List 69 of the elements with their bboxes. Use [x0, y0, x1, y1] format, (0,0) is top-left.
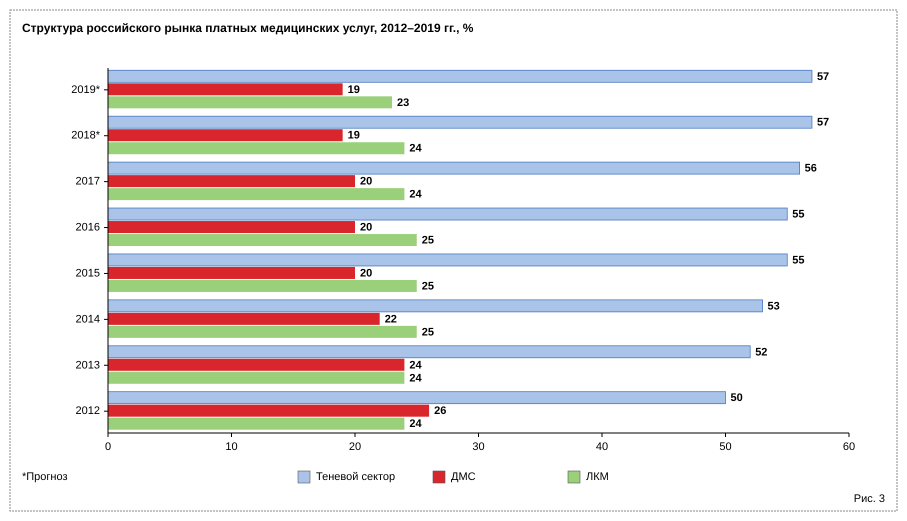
y-tick-label: 2018* [71, 130, 101, 142]
data-label: 26 [434, 405, 446, 418]
bar [108, 312, 380, 325]
legend-label: ДМС [451, 471, 476, 483]
bar [108, 70, 812, 83]
data-label: 52 [755, 346, 768, 358]
bar [108, 266, 355, 279]
bar [108, 208, 788, 220]
data-label: 55 [792, 254, 804, 266]
text: *Прогноз [22, 471, 68, 483]
y-tick-label: 2012 [76, 405, 100, 418]
x-tick-label: 50 [719, 441, 732, 453]
x-tick-label: 40 [596, 441, 608, 453]
bar [108, 142, 404, 154]
data-label: 57 [816, 70, 830, 83]
bar [108, 116, 812, 129]
chart-title: Структура российского рынка платных медицинских услуг, 2012–2019 гг., % [22, 21, 474, 35]
data-label: 56 [804, 162, 817, 175]
bar [108, 234, 417, 246]
y-tick-label: 2014 [76, 313, 100, 326]
text: Рис. 3 [854, 493, 885, 505]
data-label: 20 [360, 267, 372, 280]
legend-label: Теневой сектор [316, 471, 396, 483]
legend-label: ЛКМ [586, 471, 609, 483]
y-tick-label: 2015 [76, 267, 100, 280]
bar [108, 221, 355, 234]
bar [108, 418, 404, 430]
bar [108, 175, 355, 188]
bar [108, 162, 800, 175]
bar [108, 391, 726, 404]
data-label: 24 [409, 188, 423, 201]
data-label: 25 [422, 234, 434, 247]
bar [108, 299, 763, 312]
y-tick-label: 2019* [71, 84, 101, 96]
bar [108, 345, 751, 358]
bar [108, 358, 404, 371]
y-tick-label: 2016 [76, 222, 100, 234]
x-tick-label: 10 [225, 441, 238, 453]
bar [108, 254, 788, 266]
data-label: 19 [348, 130, 360, 142]
bar [108, 96, 392, 108]
data-label: 20 [360, 222, 372, 234]
x-tick-label: 0 [104, 441, 112, 453]
bar [108, 404, 430, 417]
data-label: 25 [422, 326, 434, 338]
bar [108, 188, 404, 200]
data-label: 55 [792, 208, 804, 221]
x-tick-label: 30 [472, 441, 485, 453]
data-label: 50 [730, 392, 743, 404]
bar [108, 280, 417, 292]
x-tick-label: 20 [348, 441, 362, 453]
data-label: 25 [422, 280, 434, 292]
x-tick-label: 60 [842, 441, 856, 453]
bar [108, 372, 404, 384]
data-label: 24 [409, 359, 423, 372]
data-label: 23 [397, 96, 410, 109]
bar [108, 129, 343, 142]
bar [108, 83, 343, 96]
data-label: 53 [768, 300, 780, 312]
data-label: 24 [409, 372, 423, 384]
data-label: 19 [348, 84, 360, 96]
y-tick-label: 2013 [76, 359, 100, 372]
y-tick-label: 2017 [76, 176, 100, 188]
bar [108, 326, 417, 338]
data-label: 20 [360, 176, 372, 188]
data-label: 22 [384, 313, 397, 326]
data-label: 57 [816, 116, 830, 129]
data-label: 24 [409, 142, 423, 155]
data-label: 24 [409, 418, 423, 430]
